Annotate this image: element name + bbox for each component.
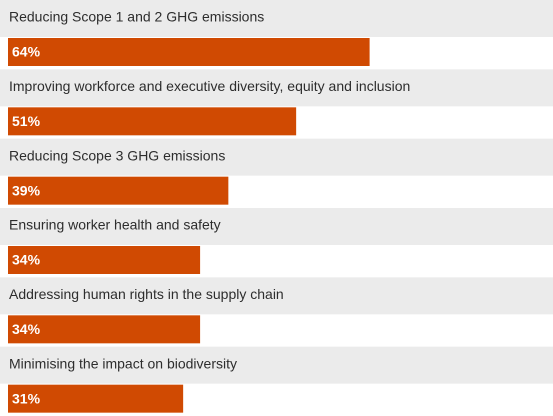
category-label: Reducing Scope 1 and 2 GHG emissions [9, 9, 264, 25]
bar [8, 107, 297, 136]
label-band [0, 69, 553, 107]
category-label: Minimising the impact on biodiversity [9, 355, 237, 371]
value-label: 51% [12, 113, 41, 129]
label-band [0, 0, 553, 37]
bar [8, 315, 201, 344]
category-label: Addressing human rights in the supply ch… [9, 286, 284, 302]
label-band [0, 138, 553, 176]
bar [8, 176, 229, 205]
category-label: Reducing Scope 3 GHG emissions [9, 147, 225, 163]
value-label: 34% [12, 321, 41, 337]
value-label: 34% [12, 252, 41, 268]
bar [8, 38, 370, 66]
bar [8, 246, 201, 274]
category-label: Ensuring worker health and safety [9, 217, 221, 233]
label-band [0, 346, 553, 384]
category-label: Improving workforce and executive divers… [9, 78, 410, 94]
bar [8, 384, 184, 413]
label-band [0, 208, 553, 245]
value-label: 31% [12, 390, 41, 406]
value-label: 39% [12, 182, 41, 198]
label-band [0, 277, 553, 315]
value-label: 64% [12, 44, 41, 60]
